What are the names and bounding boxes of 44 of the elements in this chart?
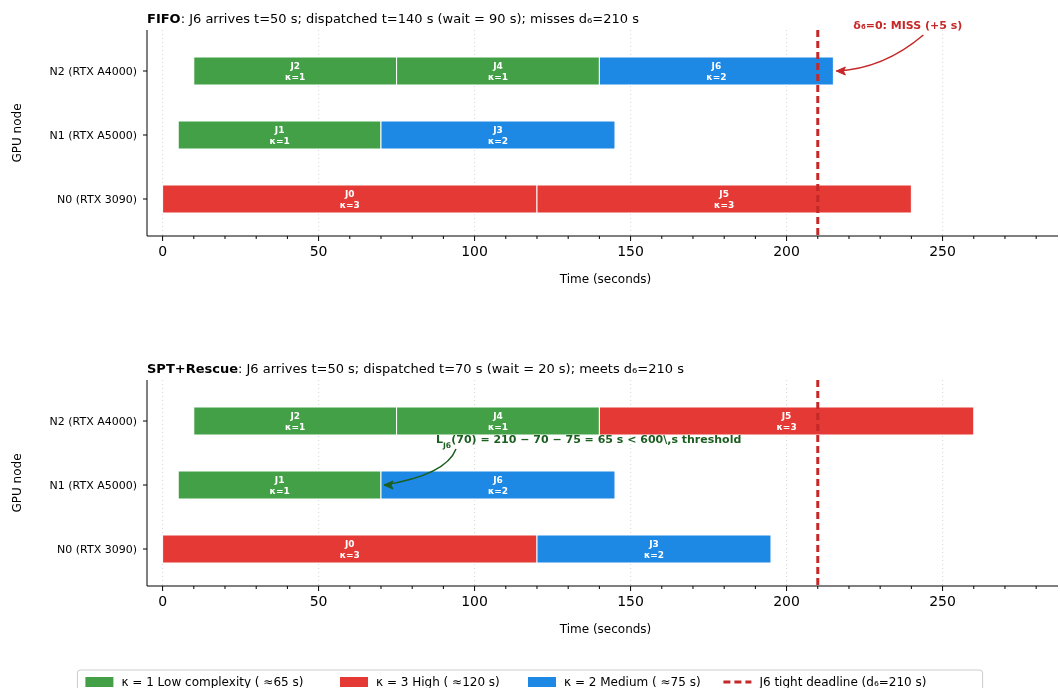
data-label: J4 κ=1 xyxy=(487,410,509,432)
x-tick-label: 100 xyxy=(461,593,488,609)
x-axis-title: Time (seconds) xyxy=(558,622,652,636)
y-axis-title: GPU node xyxy=(10,453,24,513)
y-tick-label: N0 (RTX 3090) xyxy=(57,193,137,206)
legend-label: J6 tight deadline (d₆=210 s) xyxy=(758,675,927,688)
data-label: J1 κ=1 xyxy=(269,124,290,146)
data-label: J5 κ=3 xyxy=(776,410,797,432)
x-tick-label: 50 xyxy=(309,593,328,609)
x-tick-label: 50 xyxy=(309,243,328,259)
data-label: J5 κ=3 xyxy=(714,188,735,210)
x-tick-label: 200 xyxy=(773,593,800,609)
data-label: J3 κ=2 xyxy=(643,538,665,560)
data-label: J4 κ=1 xyxy=(487,60,509,82)
y-tick-label: N1 (RTX A5000) xyxy=(49,479,137,492)
data-label: J1 κ=1 xyxy=(269,474,290,496)
x-tick-label: 150 xyxy=(617,593,644,609)
x-tick-label: 100 xyxy=(461,243,488,259)
x-tick-label: 250 xyxy=(929,243,956,259)
legend-label: κ = 3 High ( ≈120 s) xyxy=(376,675,500,688)
x-tick-label: 150 xyxy=(617,243,644,259)
y-tick-label: N2 (RTX A4000) xyxy=(49,415,137,428)
data-label: J3 κ=2 xyxy=(487,124,509,146)
y-tick-label: N2 (RTX A4000) xyxy=(49,65,137,78)
chart-title: FIFO: J6 arrives t=50 s; dispatched t=140 s (wait = 90 s); misses d₆=210 s xyxy=(147,11,640,26)
data-label: J0 κ=3 xyxy=(339,188,360,210)
data-label: J6 κ=2 xyxy=(487,474,509,496)
x-tick-label: 0 xyxy=(158,243,168,259)
data-label: J2 κ=1 xyxy=(285,410,306,432)
data-label: J6 κ=2 xyxy=(706,60,727,82)
x-axis-title: Time (seconds) xyxy=(558,272,652,286)
y-axis-title: GPU node xyxy=(10,103,24,163)
data-label: J2 κ=1 xyxy=(285,60,306,82)
y-tick-label: N0 (RTX 3090) xyxy=(57,543,137,556)
annotation: L$_{J6}$(70) = 210 − 70 − 75 = 65 s < 600\,s threshold xyxy=(435,433,742,450)
legend-label: κ = 1 Low complexity ( ≈65 s) xyxy=(121,675,304,688)
x-tick-label: 0 xyxy=(158,593,168,609)
x-tick-label: 200 xyxy=(773,243,800,259)
y-tick-label: N1 (RTX A5000) xyxy=(49,129,137,142)
annotation: δ₆=0: MISS (+5 s) xyxy=(853,19,963,32)
data-label: J0 κ=3 xyxy=(339,538,360,560)
x-tick-label: 250 xyxy=(929,593,956,609)
chart-title: SPT+Rescue: J6 arrives t=50 s; dispatched t=70 s (wait = 20 s); meets d₆=210 s xyxy=(147,361,685,376)
legend-label: κ = 2 Medium ( ≈75 s) xyxy=(564,675,701,688)
